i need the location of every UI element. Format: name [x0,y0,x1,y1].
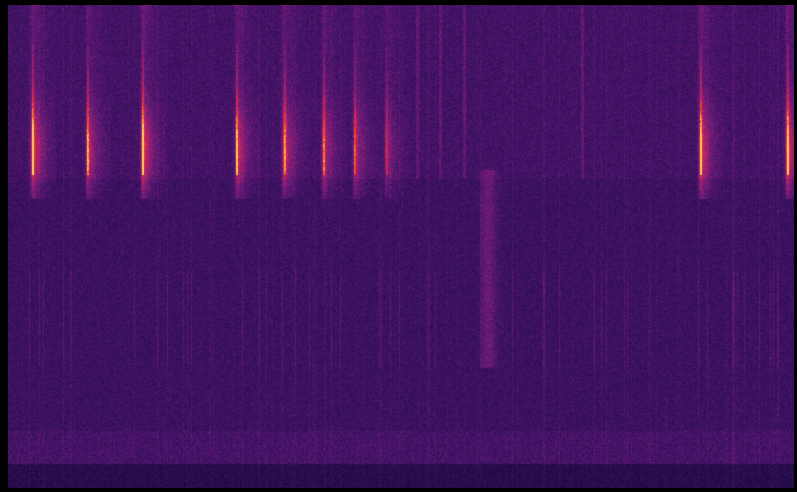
spectrogram-image [8,5,794,488]
